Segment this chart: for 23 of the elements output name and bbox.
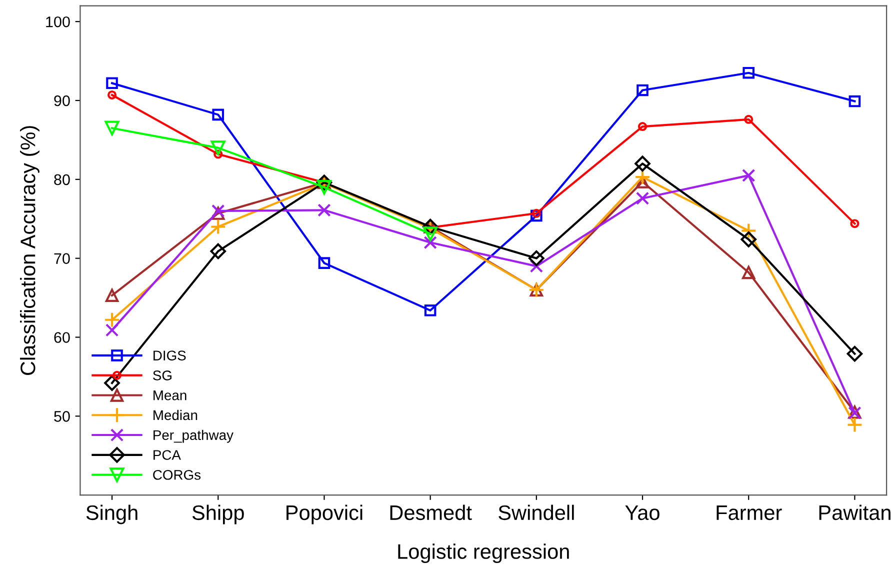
x-tick-label: Desmedt [390,504,472,520]
legend-label: Median [154,410,198,420]
x-tick-label: Farmer [716,506,782,520]
y-tick-label: 100 [46,16,70,28]
legend-label: PCA [154,450,181,460]
y-tick-label: 80 [54,174,70,186]
legend-label: Mean [154,390,186,400]
x-tick-label: Popovici [286,504,362,524]
x-tick-label: Swindell [498,504,574,520]
legend-label: Per_pathway [154,430,234,443]
x-tick-label: Singh [86,504,138,524]
y-tick-label: 70 [54,253,70,264]
x-tick-label: Shipp [192,504,244,524]
x-tick-label: Pawitan [819,504,890,520]
legend-label: SG [153,370,172,380]
legend-label: CORGs [153,470,201,480]
y-tick-label: 60 [54,332,70,343]
legend-label: DIGS [154,350,186,360]
y-tick-label: 50 [54,411,70,422]
x-axis-title: Logistic regression [398,544,569,564]
y-tick-label: 90 [54,95,70,106]
x-tick-label: Yao [625,506,660,520]
y-axis-title: Classification Accuracy (%) [20,126,40,375]
